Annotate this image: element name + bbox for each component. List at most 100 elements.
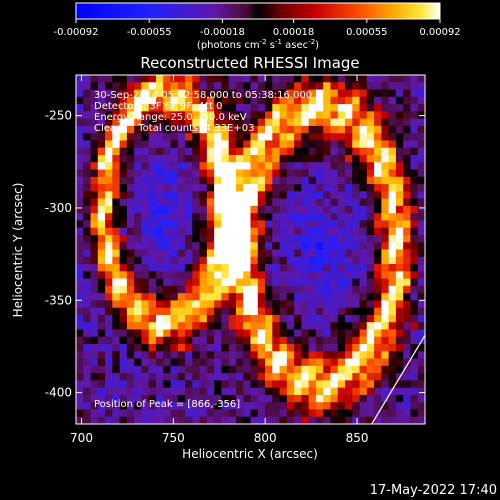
heatmap-cell <box>185 358 193 367</box>
heatmap-cell <box>388 96 397 105</box>
heatmap-cell <box>214 358 222 367</box>
heatmap-cell <box>381 147 390 156</box>
heatmap-cell <box>345 249 353 258</box>
heatmap-cell <box>330 234 339 243</box>
heatmap-cell <box>170 264 179 272</box>
heatmap-cell <box>192 213 200 221</box>
heatmap-cell <box>337 416 346 425</box>
heatmap-cell <box>235 227 244 236</box>
heatmap-cell <box>417 198 426 207</box>
heatmap-cell <box>417 154 426 163</box>
heatmap-cell <box>352 133 360 141</box>
heatmap-cell <box>330 329 339 338</box>
heatmap-cell <box>134 314 142 323</box>
heatmap-cell <box>359 344 368 352</box>
heatmap-cell <box>83 213 91 221</box>
heatmap-cell <box>301 89 310 98</box>
heatmap-cell <box>206 125 215 134</box>
heatmap-cell <box>265 329 273 338</box>
heatmap-cell <box>337 365 346 374</box>
heatmap-cell <box>214 82 222 90</box>
heatmap-cell <box>163 358 171 367</box>
heatmap-cell <box>243 118 251 127</box>
heatmap-cell <box>279 184 288 192</box>
heatmap-cell <box>206 191 215 199</box>
heatmap-cell <box>97 104 106 112</box>
heatmap-cell <box>286 322 295 330</box>
heatmap-cell <box>206 205 215 214</box>
heatmap-cell <box>337 191 346 199</box>
heatmap-cell <box>97 307 106 316</box>
heatmap-cell <box>279 75 288 83</box>
heatmap-cell <box>301 213 310 221</box>
heatmap-cell <box>148 176 157 185</box>
heatmap-cell <box>250 140 259 149</box>
heatmap-cell <box>105 278 113 287</box>
annotation-detectors: Detectors: 3F 6F 9F, Att 0 <box>94 101 222 112</box>
heatmap-cell <box>374 402 382 410</box>
heatmap-cell <box>112 271 121 279</box>
heatmap-cell <box>388 416 397 425</box>
heatmap-cell <box>185 213 193 221</box>
heatmap-cell <box>374 380 382 389</box>
heatmap-cell <box>90 162 99 170</box>
heatmap-cell <box>308 191 317 199</box>
heatmap-cell <box>163 387 171 396</box>
heatmap-cell <box>243 140 251 149</box>
heatmap-cell <box>228 409 237 418</box>
heatmap-cell <box>250 169 259 178</box>
heatmap-cell <box>119 154 128 163</box>
heatmap-cell <box>410 176 419 185</box>
heatmap-cell <box>148 89 157 98</box>
footer-timestamp: 17-May-2022 17:40 <box>370 483 497 498</box>
heatmap-cell <box>417 176 426 185</box>
heatmap-cell <box>199 198 208 207</box>
heatmap-cell <box>381 191 390 199</box>
heatmap-cell <box>170 373 179 381</box>
heatmap-cell <box>250 191 259 199</box>
heatmap-cell <box>163 365 171 374</box>
heatmap-cell <box>381 176 390 185</box>
heatmap-cell <box>403 242 411 250</box>
heatmap-cell <box>112 336 121 345</box>
heatmap-cell <box>170 351 179 359</box>
heatmap-cell <box>286 329 295 338</box>
heatmap-cell <box>301 191 310 199</box>
heatmap-cell <box>228 358 237 367</box>
heatmap-cell <box>359 154 368 163</box>
heatmap-cell <box>243 227 251 236</box>
heatmap-cell <box>345 176 353 185</box>
heatmap-cell <box>381 358 390 367</box>
heatmap-cell <box>388 402 397 410</box>
heatmap-cell <box>112 198 121 207</box>
heatmap-cell <box>323 416 331 425</box>
heatmap-cell <box>90 322 99 330</box>
heatmap-cell <box>185 293 193 301</box>
heatmap-cell <box>323 133 331 141</box>
heatmap-cell <box>119 402 128 410</box>
heatmap-cell <box>134 365 142 374</box>
heatmap-cell <box>330 249 339 258</box>
heatmap-cell <box>126 169 135 178</box>
heatmap-cell <box>148 351 157 359</box>
heatmap-cell <box>417 125 426 134</box>
heatmap-cell <box>112 82 121 90</box>
heatmap-cell <box>90 111 99 120</box>
heatmap-cell <box>221 314 230 323</box>
heatmap-cell <box>90 387 99 396</box>
heatmap-cell <box>359 227 368 236</box>
heatmap-cell <box>235 169 244 178</box>
heatmap-cell <box>235 380 244 389</box>
heatmap-cell <box>206 344 215 352</box>
heatmap-cell <box>315 336 324 345</box>
heatmap-cell <box>330 176 339 185</box>
heatmap-cell <box>286 125 295 134</box>
heatmap-cell <box>177 234 186 243</box>
heatmap-cell <box>250 89 259 98</box>
heatmap-cell <box>352 329 360 338</box>
heatmap-cell <box>352 271 360 279</box>
heatmap-cell <box>119 351 128 359</box>
heatmap-cell <box>366 387 375 396</box>
heatmap-cell <box>148 300 157 309</box>
heatmap-cell <box>381 344 390 352</box>
